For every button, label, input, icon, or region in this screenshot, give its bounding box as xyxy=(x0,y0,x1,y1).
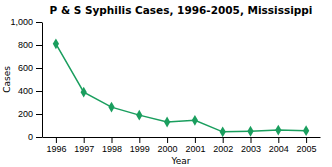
series xyxy=(53,38,309,137)
y-tick: 800 xyxy=(18,40,42,50)
x-tick-label: 1996 xyxy=(46,144,66,154)
x-tick-label: 2005 xyxy=(297,144,317,154)
x-tick-label: 2000 xyxy=(158,144,178,154)
chart: 1996199719981999200020012002200320042005… xyxy=(0,0,332,167)
x-tick-mark xyxy=(251,137,252,143)
x-tick-label: 2002 xyxy=(213,144,233,154)
line xyxy=(56,44,306,132)
y-axis-title: Cases xyxy=(2,66,12,93)
point xyxy=(303,125,309,136)
y-tick-label: 200 xyxy=(18,109,33,119)
x-axis: 1996 1997 1998 1999 2000 2001 2002 2003 2004 2005 xyxy=(43,137,321,154)
point xyxy=(136,110,142,121)
y-tick-label: 800 xyxy=(18,40,33,50)
y-tick-label: 1,000 xyxy=(10,17,33,27)
y-tick-mark xyxy=(36,45,42,46)
x-tick-label: 1999 xyxy=(130,144,150,154)
x-tick: 2000 xyxy=(158,137,178,154)
y-tick-mark xyxy=(36,22,42,23)
plot: 1996199719981999200020012002200320042005… xyxy=(10,17,320,154)
y-tick: 1,000 xyxy=(10,17,42,27)
x-tick-label: 2001 xyxy=(185,144,205,154)
x-tick: 2005 xyxy=(297,137,317,154)
x-tick-mark xyxy=(223,137,224,143)
y-tick-label: 600 xyxy=(18,63,33,73)
x-tick: 1998 xyxy=(102,137,122,154)
y-tick-mark xyxy=(36,68,42,69)
y-tick: 600 xyxy=(18,63,42,73)
point xyxy=(164,117,170,128)
x-tick-label: 2004 xyxy=(269,144,289,154)
x-tick-mark xyxy=(139,137,140,143)
y-axis: 0 200 400 600 800 1,000 xyxy=(10,17,42,142)
x-tick-mark xyxy=(84,137,85,143)
y-axis-line xyxy=(42,23,43,138)
point xyxy=(81,87,87,98)
x-tick: 1996 xyxy=(46,137,66,154)
x-tick-mark xyxy=(278,137,279,143)
y-tick: 400 xyxy=(18,86,42,96)
x-tick: 2004 xyxy=(269,137,289,154)
x-tick-mark xyxy=(56,137,57,143)
y-tick-mark xyxy=(36,114,42,115)
x-tick-mark xyxy=(112,137,113,143)
y-tick-mark xyxy=(36,91,42,92)
x-axis-title: Year xyxy=(170,156,190,166)
point xyxy=(247,126,253,137)
x-tick-label: 1997 xyxy=(74,144,94,154)
x-tick: 1999 xyxy=(130,137,150,154)
point xyxy=(53,38,59,49)
x-tick-label: 2003 xyxy=(241,144,261,154)
title: P & S Syphilis Cases, 1996-2005, Mississ… xyxy=(50,4,313,16)
y-tick-label: 400 xyxy=(18,86,33,96)
x-tick: 2001 xyxy=(185,137,205,154)
point xyxy=(108,102,114,113)
point xyxy=(275,125,281,136)
x-tick-label: 1998 xyxy=(102,144,122,154)
point xyxy=(192,115,198,126)
x-tick-mark xyxy=(306,137,307,143)
y-tick: 200 xyxy=(18,109,42,119)
x-tick-mark xyxy=(167,137,168,143)
x-tick: 2002 xyxy=(213,137,233,154)
y-tick: 0 xyxy=(28,132,42,142)
x-tick-mark xyxy=(195,137,196,143)
x-tick: 2003 xyxy=(241,137,261,154)
y-tick-mark xyxy=(36,137,42,138)
point xyxy=(220,126,226,137)
x-tick: 1997 xyxy=(74,137,94,154)
y-tick-label: 0 xyxy=(28,132,33,142)
